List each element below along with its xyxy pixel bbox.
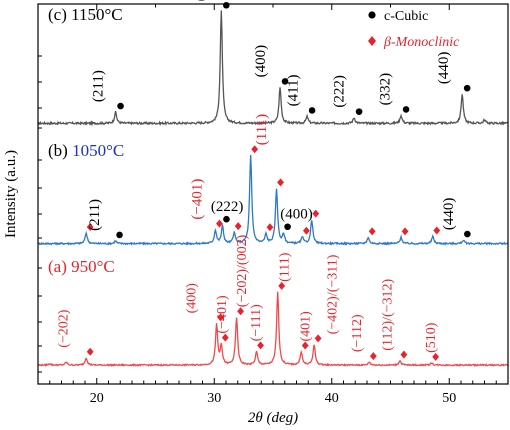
peak-label: (111) bbox=[254, 114, 270, 145]
legend-label: β-Monoclinic bbox=[383, 35, 460, 50]
monoclinic-marker bbox=[277, 178, 284, 187]
monoclinic-marker bbox=[432, 352, 440, 361]
traces bbox=[37, 10, 509, 368]
peak-label: (222) bbox=[193, 0, 209, 1]
series-line-0 bbox=[37, 10, 509, 127]
monoclinic-marker bbox=[217, 313, 224, 322]
monoclinic-marker bbox=[302, 226, 310, 235]
cubic-marker bbox=[355, 108, 363, 115]
series-line-2 bbox=[37, 291, 509, 368]
peak-label: (211) bbox=[91, 70, 107, 102]
peak-label: (222) bbox=[211, 199, 244, 215]
cubic-marker bbox=[281, 78, 289, 85]
peak-label: (400) bbox=[184, 283, 199, 314]
series-line-1 bbox=[37, 154, 509, 246]
x-axis-label: 2θ (deg) bbox=[248, 410, 298, 426]
monoclinic-marker bbox=[266, 223, 274, 232]
peak-label: (222) bbox=[332, 75, 348, 108]
peak-label: (−202)/(002) bbox=[235, 234, 250, 307]
peak-label: (400) bbox=[280, 207, 313, 223]
legend-cubic-marker bbox=[368, 11, 376, 19]
panel-temperature: 1050°C bbox=[72, 141, 124, 160]
cubic-marker bbox=[464, 230, 471, 238]
monoclinic-marker bbox=[400, 350, 408, 359]
panel-temperature: 950°C bbox=[71, 257, 115, 276]
monoclinic-marker bbox=[368, 227, 376, 236]
monoclinic-marker bbox=[216, 219, 223, 228]
peak-label: (−402)/(−311) bbox=[325, 254, 340, 334]
monoclinic-marker bbox=[312, 209, 320, 218]
peak-label: (−401) bbox=[189, 179, 205, 220]
legend: c-Cubic β-Monoclinic bbox=[368, 9, 460, 50]
cubic-marker bbox=[463, 84, 471, 92]
y-axis-label: Intensity (a.u.) bbox=[3, 150, 19, 238]
peak-label: (−202) bbox=[56, 309, 71, 348]
panel-letter: (b) bbox=[48, 141, 72, 160]
legend-label: c-Cubic bbox=[384, 9, 428, 24]
panel-title-2: (a) 950°C bbox=[48, 257, 115, 276]
monoclinic-marker bbox=[234, 222, 242, 231]
panel-title-1: (b) 1050°C bbox=[48, 141, 124, 160]
x-tick-label: 50 bbox=[442, 391, 456, 406]
monoclinic-marker bbox=[433, 226, 441, 235]
peak-label: (400) bbox=[253, 45, 269, 78]
peak-label: (440) bbox=[436, 52, 452, 85]
peak-label: (112)/(−312) bbox=[381, 278, 396, 350]
x-tick-label: 30 bbox=[207, 391, 221, 406]
peak-label: (111) bbox=[277, 252, 292, 282]
peak-label: (−112) bbox=[350, 314, 365, 352]
monoclinic-marker bbox=[401, 227, 409, 236]
monoclinic-marker bbox=[278, 281, 286, 290]
cubic-marker bbox=[223, 1, 230, 9]
legend-monoclinic-marker bbox=[368, 36, 376, 46]
panel-letter: (a) bbox=[48, 257, 71, 276]
x-tick-label: 20 bbox=[90, 391, 104, 406]
peak-label: (−401) bbox=[215, 295, 230, 334]
peak-label: (440) bbox=[441, 198, 457, 231]
monoclinic-marker bbox=[86, 347, 94, 356]
cubic-marker bbox=[284, 223, 291, 231]
x-tick-label: 40 bbox=[325, 391, 339, 406]
monoclinic-marker bbox=[251, 145, 259, 154]
monoclinic-marker bbox=[314, 334, 322, 343]
peak-label: (411) bbox=[286, 74, 302, 106]
panel-title-0: (c) 1150°C bbox=[48, 5, 123, 24]
monoclinic-marker bbox=[86, 223, 94, 232]
peak-label: (332) bbox=[377, 73, 393, 106]
cubic-marker bbox=[402, 106, 410, 113]
monoclinic-marker bbox=[257, 341, 264, 350]
monoclinic-marker bbox=[221, 333, 229, 342]
cubic-marker bbox=[116, 231, 123, 239]
peak-label: (401) bbox=[298, 311, 313, 342]
peak-label: (510) bbox=[424, 322, 439, 353]
axes: 20 30 40 50 2θ (deg) Intensity (a.u.) bbox=[3, 3, 509, 426]
peak-label: (−111) bbox=[249, 304, 264, 342]
panel-temperature: 1150°C bbox=[71, 5, 123, 24]
peak-label: (211) bbox=[87, 199, 103, 231]
annotations: (c) 1150°C (211) (222) (400) (411) (222) (332)… bbox=[48, 0, 457, 353]
monoclinic-marker bbox=[369, 352, 377, 361]
cubic-marker bbox=[117, 102, 124, 110]
cubic-marker bbox=[223, 215, 230, 223]
monoclinic-marker bbox=[301, 341, 309, 350]
cubic-marker bbox=[308, 107, 316, 114]
monoclinic-marker bbox=[237, 307, 244, 316]
panel-letter: (c) bbox=[48, 5, 71, 24]
